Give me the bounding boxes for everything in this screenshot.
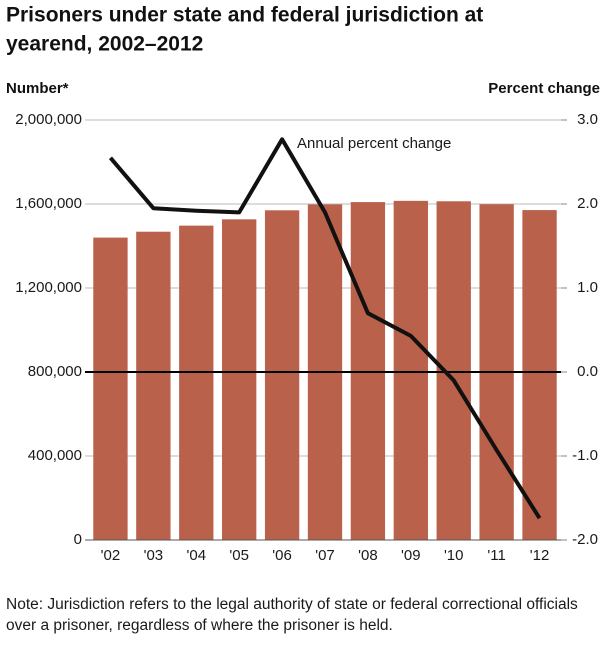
y2-tick-label: 1.0 xyxy=(577,279,598,296)
x-tick-label: '02 xyxy=(101,547,121,564)
bar xyxy=(264,210,300,541)
note: Note: Jurisdiction refers to the legal a… xyxy=(6,596,578,634)
y2-tick-label: 2.0 xyxy=(577,195,598,212)
x-tick-label: '03 xyxy=(144,547,164,564)
x-tick-label: '04 xyxy=(186,547,206,564)
line-series xyxy=(108,137,542,520)
bar xyxy=(93,237,128,540)
bar xyxy=(222,219,257,540)
chart-title-line-2: yearend, 2002–2012 xyxy=(6,33,203,56)
bar xyxy=(136,231,171,540)
y-tick-label: 1,200,000 xyxy=(15,279,82,296)
chart: Prisoners under state and federal jurisd… xyxy=(6,4,600,564)
x-tick-label: '08 xyxy=(358,547,378,564)
y-axis-title: Number* xyxy=(6,80,69,97)
bar xyxy=(179,225,214,540)
y2-axis-title: Percent change xyxy=(488,80,600,97)
y2-tick-label: -2.0 xyxy=(572,531,598,548)
chart-title-line-1: Prisoners under state and federal jurisd… xyxy=(6,4,483,27)
x-tick-label: '06 xyxy=(272,547,292,564)
y2-tick-label: -1.0 xyxy=(572,447,598,464)
y-tick-label: 0 xyxy=(74,531,82,548)
x-tick-label: '09 xyxy=(401,547,421,564)
bar xyxy=(522,210,557,540)
x-tick-label: '05 xyxy=(229,547,249,564)
line-label: Annual percent change xyxy=(297,135,451,152)
bar xyxy=(393,200,428,540)
y-tick-label: 2,000,000 xyxy=(15,111,82,128)
y2-tick-label: 3.0 xyxy=(577,111,598,128)
y-tick-label: 1,600,000 xyxy=(15,195,82,212)
y-tick-label: 400,000 xyxy=(28,447,82,464)
x-tick-label: '11 xyxy=(487,547,505,564)
y2-tick-label: 0.0 xyxy=(577,363,598,380)
x-tick-label: '07 xyxy=(315,547,335,564)
y-tick-label: 800,000 xyxy=(28,363,82,380)
x-tick-label: '12 xyxy=(530,547,550,564)
x-tick-label: '10 xyxy=(444,547,464,564)
